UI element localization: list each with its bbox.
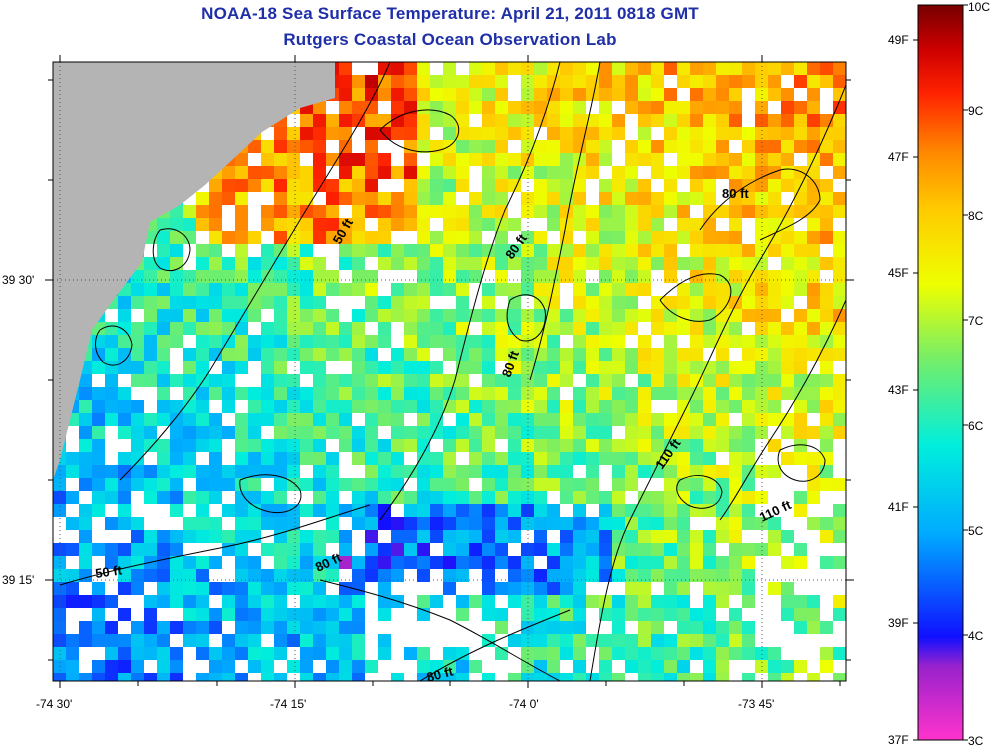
map-subtitle: Rutgers Coastal Ocean Observation Lab xyxy=(283,30,617,49)
graticule xyxy=(53,62,846,681)
x-axis-label: -73 45' xyxy=(738,697,775,711)
colorbar-ticks xyxy=(913,4,968,741)
colorbar-fahrenheit-label: 49F xyxy=(888,33,909,47)
colorbar-fahrenheit-label: 41F xyxy=(888,500,909,514)
bathymetry-contours xyxy=(59,62,846,681)
colorbar-celsius-label: 3C xyxy=(968,734,984,748)
colorbar xyxy=(917,4,964,741)
colorbar-fahrenheit-label: 43F xyxy=(888,383,909,397)
colorbar-celsius-label: 7C xyxy=(968,314,984,328)
x-axis-label: -74 30' xyxy=(36,697,73,711)
colorbar-fahrenheit-label: 37F xyxy=(888,733,909,747)
colorbar-fahrenheit-label: 39F xyxy=(888,616,909,630)
contour-label: 80 ft xyxy=(722,186,749,201)
map-title: NOAA-18 Sea Surface Temperature: April 2… xyxy=(201,4,699,23)
contour-label: 50 ft xyxy=(94,562,123,581)
colorbar-celsius-label: 4C xyxy=(968,629,984,643)
sst-raster xyxy=(53,62,846,681)
colorbar-celsius-label: 9C xyxy=(968,104,984,118)
colorbar-celsius-label: 5C xyxy=(968,524,984,538)
colorbar-celsius-label: 8C xyxy=(968,209,984,223)
colorbar-fahrenheit-label: 47F xyxy=(888,150,909,164)
land-mass xyxy=(53,62,335,480)
axis-ticks xyxy=(45,55,854,688)
y-axis-label: 39 30' xyxy=(2,273,35,287)
x-axis-label: -74 0' xyxy=(509,697,539,711)
colorbar-celsius-label: 10C xyxy=(968,0,991,14)
x-axis-label: -74 15' xyxy=(270,697,307,711)
colorbar-fahrenheit-label: 45F xyxy=(888,266,909,280)
contour-label: 80 ft xyxy=(425,663,455,685)
colorbar-celsius-label: 6C xyxy=(968,419,984,433)
y-axis-label: 39 15' xyxy=(2,573,35,587)
